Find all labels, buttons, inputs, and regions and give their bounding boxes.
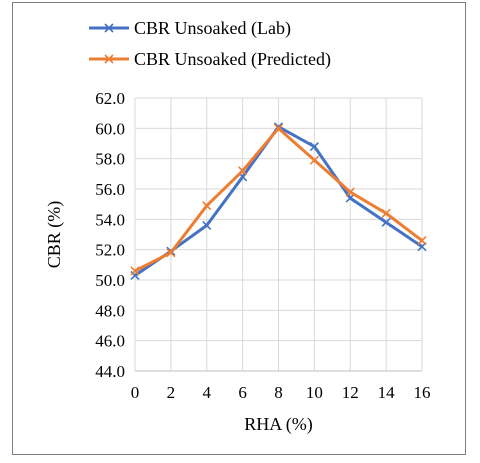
data-point-marker [273, 123, 284, 133]
data-point-marker [417, 236, 427, 246]
y-tick-label: 50.0 [95, 271, 125, 290]
data-point-marker [345, 187, 355, 197]
y-axis-label: CBR (%) [44, 201, 65, 269]
x-tick-label: 8 [274, 383, 283, 402]
data-point-marker [202, 201, 212, 211]
y-tick-label: 58.0 [95, 150, 125, 169]
legend: CBR Unsoaked (Lab) CBR Unsoaked (Predicte… [89, 18, 331, 70]
cbr-line-chart: CBR Unsoaked (Lab) CBR Unsoaked (Predicte… [44, 18, 431, 435]
data-point-marker [130, 266, 140, 276]
series-layer [130, 122, 427, 281]
data-point-marker [381, 208, 391, 218]
data-point-marker [309, 141, 319, 152]
y-tick-label: 60.0 [95, 119, 125, 138]
y-tick-label: 44.0 [95, 362, 125, 381]
x-tick-label: 6 [238, 383, 247, 402]
x-tick-label: 4 [203, 383, 212, 402]
data-point-marker [166, 248, 176, 258]
x-tick-label: 0 [131, 383, 140, 402]
chart-frame: CBR Unsoaked (Lab) CBR Unsoaked (Predicte… [12, 2, 466, 455]
legend-entry-label: CBR Unsoaked (Lab) [134, 18, 291, 39]
x-tick-label: 12 [342, 383, 359, 402]
y-tick-label: 54.0 [95, 210, 125, 229]
grid [134, 97, 423, 372]
data-point-marker [202, 220, 212, 230]
data-point-marker [381, 217, 391, 227]
labels: 44.0 46.0 48.0 50.0 52.0 54.0 56.0 58.0 60.0 62.0… [44, 89, 431, 435]
legend-marker [104, 23, 114, 33]
x-axis-label: RHA (%) [244, 414, 313, 435]
y-tick-label: 56.0 [95, 180, 125, 199]
legend-marker [104, 54, 114, 64]
y-tick-label: 46.0 [95, 332, 125, 351]
data-point-marker [309, 155, 319, 165]
x-tick-label: 14 [378, 383, 396, 402]
y-tick-label: 48.0 [95, 301, 125, 320]
x-tick-label: 16 [414, 383, 431, 402]
y-tick-label: 52.0 [95, 241, 125, 260]
x-tick-label: 10 [306, 383, 323, 402]
legend-entry-label: CBR Unsoaked (Predicted) [134, 49, 331, 70]
data-point-marker [238, 166, 248, 176]
y-tick-label: 62.0 [95, 89, 125, 108]
x-tick-label: 2 [167, 383, 176, 402]
